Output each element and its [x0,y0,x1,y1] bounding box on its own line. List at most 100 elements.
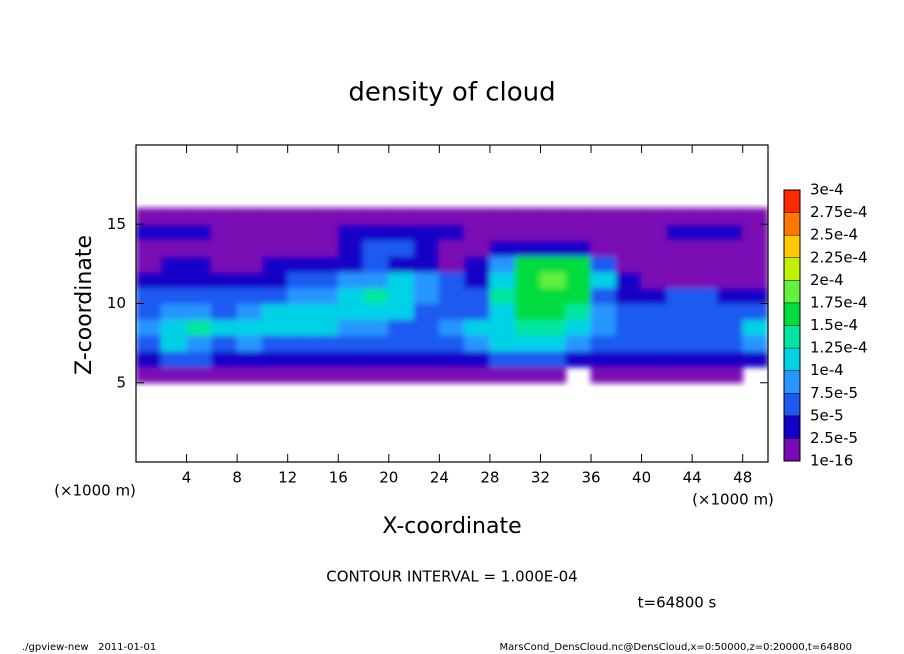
cell [514,223,541,241]
cell [186,207,213,225]
colorbar-label: 5e-5 [810,406,844,424]
cell [211,287,238,304]
y-tick-label: 5 [116,373,126,391]
colorbar-label: 2.5e-5 [810,429,858,447]
cell [211,350,238,368]
cell [691,271,718,289]
cell [464,366,491,384]
cell [186,287,213,304]
cell [590,223,617,241]
cell [236,223,263,241]
cell [641,303,668,320]
cell [691,350,718,368]
colorbar-bin [784,348,800,371]
cell [287,350,314,368]
cell [160,334,188,352]
time-label: t=64800 s [638,594,717,612]
y-tick-label: 10 [107,294,126,312]
cell [438,287,466,304]
cell [438,271,466,289]
colorbar-label: 1.75e-4 [810,293,868,311]
cell [287,255,314,273]
cell [489,223,516,241]
cell [716,271,744,289]
cell [211,223,238,241]
cell [211,318,238,336]
cell [716,303,744,320]
cell [565,350,592,368]
cell [590,334,617,352]
cell [742,287,768,304]
colorbar-label: 2.75e-4 [810,203,868,221]
colorbar-label: 1.5e-4 [810,316,858,334]
cell [160,366,188,384]
cell [590,303,617,320]
cell [312,318,339,336]
cell [388,350,415,368]
cell [590,207,617,225]
cell [590,350,617,368]
cell [666,255,693,273]
cell [261,318,289,336]
cell [565,318,592,336]
cell [691,255,718,273]
cell [590,239,617,257]
colorbar-bin [784,257,800,281]
x-axis-label: X-coordinate [382,514,521,539]
x-tick-label: 4 [182,469,192,487]
cell [716,207,744,225]
cell [388,366,415,384]
cell [160,223,188,241]
cell [615,223,643,241]
cell [363,255,390,273]
colorbar-bin [784,415,800,439]
cell [312,287,339,304]
cell [464,318,491,336]
cell [539,366,567,384]
cell [742,334,768,352]
cell [590,366,617,384]
cell [261,366,289,384]
cell [413,334,440,352]
cell [312,255,339,273]
cell [136,366,162,384]
cell [413,255,440,273]
cell [742,223,768,241]
cell [312,271,339,289]
cell [388,271,415,289]
cell [160,318,188,336]
cell [261,287,289,304]
cell [312,303,339,320]
cell [261,239,289,257]
cell [438,366,466,384]
cell [136,303,162,320]
cell [312,223,339,241]
cell [160,239,188,257]
cell [261,255,289,273]
cell [666,318,693,336]
cell [413,303,440,320]
cell [413,271,440,289]
colorbar-bin [784,235,800,258]
cell [666,239,693,257]
colorbar-label: 1e-4 [810,361,844,379]
cell [666,334,693,352]
cell [236,366,263,384]
cell [539,255,567,273]
cell [413,318,440,336]
cell [388,287,415,304]
cell [363,303,390,320]
cell [160,255,188,273]
cell [539,318,567,336]
cell [666,366,693,384]
cell [388,255,415,273]
cell [666,207,693,225]
cell [464,303,491,320]
cell [590,255,617,273]
cell [565,271,592,289]
cell [337,223,365,241]
cell [514,318,541,336]
cell [666,223,693,241]
cell [388,239,415,257]
contour-interval: CONTOUR INTERVAL = 1.000E-04 [326,568,577,586]
